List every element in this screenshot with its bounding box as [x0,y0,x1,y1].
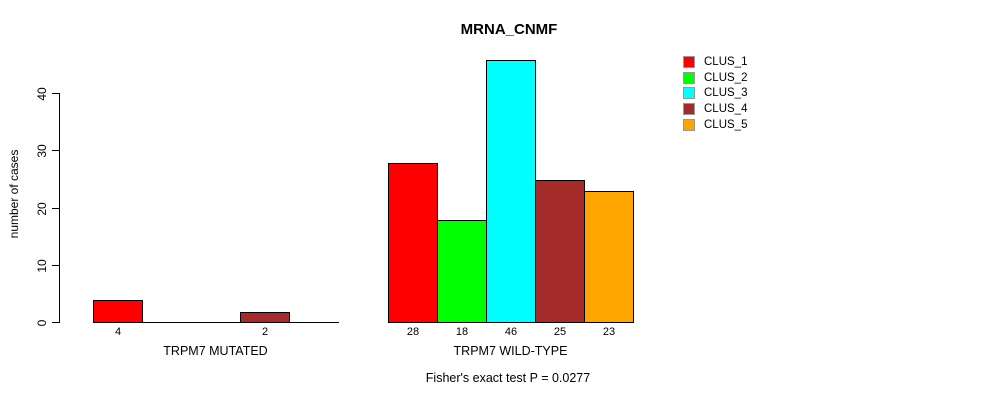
y-tick-label-30: 30 [35,143,49,158]
y-tick-label-20: 20 [35,201,49,216]
legend-label-clus_3: CLUS_3 [704,87,748,100]
legend-swatch-clus_2 [683,71,695,84]
legend-swatch-clus_1 [683,56,695,68]
y-tick-30 [52,150,60,151]
y-tick-label-40: 40 [35,86,49,101]
legend-entry-clus_3: CLUS_3 [683,87,748,100]
legend-label-clus_5: CLUS_5 [704,118,748,131]
legend-label-clus_1: CLUS_1 [704,56,748,68]
y-tick-40 [52,93,60,94]
bar-clus_2-group-1 [437,220,487,323]
legend-swatch-clus_5 [683,118,695,131]
bar-value-label: 23 [602,326,616,338]
legend-swatch-clus_3 [683,87,695,100]
bar-value-label: 28 [406,326,420,338]
bar-clus_5-group-1 [584,191,634,323]
legend-entry-clus_1: CLUS_1 [683,56,747,68]
y-tick-0 [52,322,60,323]
y-tick-label-10: 10 [35,258,49,273]
y-tick-20 [52,208,60,209]
bar-value-label: 46 [504,326,518,338]
bar-value-label: 25 [553,326,567,338]
bar-clus_4-group-0 [240,312,290,323]
legend-entry-clus_5: CLUS_5 [683,118,748,131]
legend: CLUS_1 CLUS_2 CLUS_3 CLUS_4 CLUS_5 [683,56,747,134]
bar-value-label: 4 [114,326,122,338]
x-group-label-mutated: TRPM7 MUTATED [163,344,268,358]
bar-clus_4-group-1 [535,180,585,323]
legend-entry-clus_4: CLUS_4 [683,103,748,116]
x-axis-line-group-0 [93,322,339,323]
bar-value-label: 2 [261,326,269,338]
y-axis-title: number of cases [7,149,21,239]
y-tick-label-0: 0 [35,319,49,326]
legend-entry-clus_2: CLUS_2 [683,71,748,84]
bar-clus_3-group-1 [486,60,536,323]
bar-clus_1-group-0 [93,300,143,323]
bar-value-label: 18 [455,326,469,338]
y-tick-10 [52,265,60,266]
chart-title: MRNA_CNMF [460,21,558,38]
bar-clus_1-group-1 [388,163,438,323]
legend-label-clus_4: CLUS_4 [704,103,748,116]
x-group-label-wildtype: TRPM7 WILD-TYPE [453,344,568,358]
legend-label-clus_2: CLUS_2 [704,71,748,84]
fisher-test-annotation: Fisher's exact test P = 0.0277 [425,371,591,385]
legend-swatch-clus_4 [683,103,695,116]
